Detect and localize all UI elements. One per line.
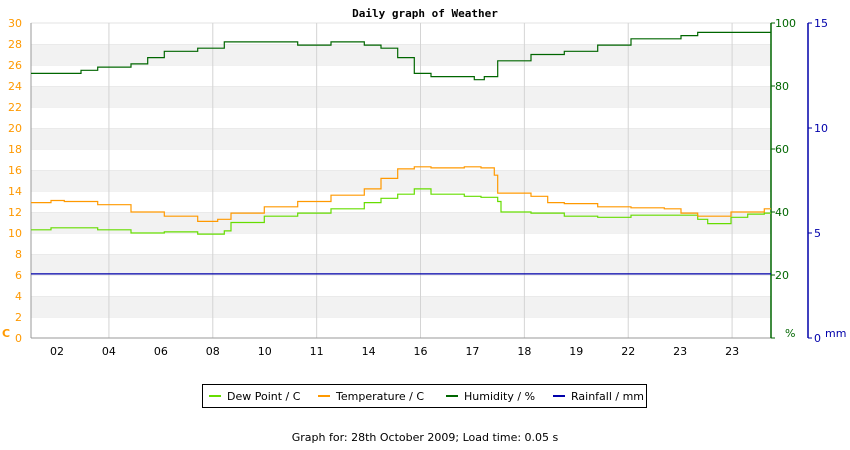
x-tick-label: 04 <box>102 345 116 358</box>
y-left-tick-label: 4 <box>15 290 22 303</box>
y-humidity-tick-label: 60 <box>775 143 789 156</box>
grid-band <box>31 233 771 254</box>
y-humidity-tick-label: 20 <box>775 269 789 282</box>
x-tick-label: 17 <box>465 345 479 358</box>
series-line-humidity <box>31 31 771 81</box>
tick-labels: 02 04 06 08 10 11 14 16 17 18 19 22 23 23024681012141… <box>2 17 846 358</box>
x-tick-label: 18 <box>517 345 531 358</box>
grid-band <box>31 254 771 275</box>
axes <box>30 22 812 339</box>
y-left-tick-label: 22 <box>8 101 22 114</box>
x-tick-label: 11 <box>310 345 324 358</box>
y-rainfall-tick-label: 10 <box>814 122 828 135</box>
y-rainfall-tick-label: 5 <box>814 227 821 240</box>
grid-band <box>31 44 771 65</box>
series-lines <box>31 31 771 275</box>
grid-band <box>31 275 771 296</box>
dew-point-swatch <box>209 395 221 397</box>
x-tick-label: 23 <box>725 345 739 358</box>
x-tick-label: 14 <box>362 345 376 358</box>
legend-label-humidity: Humidity / % <box>464 390 536 403</box>
y-rainfall-tick-label: 15 <box>814 17 828 30</box>
x-tick-label: 06 <box>154 345 168 358</box>
legend-item-temperature: Temperature / C <box>318 390 424 403</box>
grid-bands <box>31 22 771 338</box>
y-left-tick-label: 18 <box>8 143 22 156</box>
grid-band <box>31 317 771 338</box>
y-left-tick-label: 28 <box>8 38 22 51</box>
y-left-unit: C <box>2 327 10 340</box>
y-humidity-tick-label: 100 <box>775 17 796 30</box>
y-left-tick-label: 2 <box>15 311 22 324</box>
legend-item-humidity: Humidity / % <box>446 390 535 403</box>
chart-title: Daily graph of Weather <box>352 7 498 20</box>
humidity-swatch <box>446 395 458 397</box>
y-left-tick-label: 14 <box>8 185 22 198</box>
legend: Dew Point / C Temperature / C Humidity /… <box>202 384 647 408</box>
grid-band <box>31 65 771 86</box>
legend-label-temperature: Temperature / C <box>336 390 425 403</box>
y-left-tick-label: 10 <box>8 227 22 240</box>
legend-label-rainfall: Rainfall / mm <box>571 390 645 403</box>
y-left-tick-label: 0 <box>15 332 22 345</box>
vertical-gridlines <box>108 23 733 338</box>
x-tick-label: 16 <box>414 345 428 358</box>
graph-footer: Graph for: 28th October 2009; Load time:… <box>291 431 559 444</box>
y-left-tick-label: 16 <box>8 164 22 177</box>
y-left-tick-label: 8 <box>15 248 22 261</box>
legend-label-dew-point: Dew Point / C <box>227 390 301 403</box>
y-left-tick-label: 12 <box>8 206 22 219</box>
x-tick-label: 22 <box>621 345 635 358</box>
grid-band <box>31 170 771 191</box>
y-left-tick-label: 20 <box>8 122 22 135</box>
y-left-tick-label: 30 <box>8 17 22 30</box>
y-left-tick-label: 6 <box>15 269 22 282</box>
x-tick-label: 02 <box>50 345 64 358</box>
grid-band <box>31 107 771 128</box>
y-humidity-tick-label: 40 <box>775 206 789 219</box>
legend-item-rainfall: Rainfall / mm <box>553 390 644 403</box>
temperature-swatch <box>318 395 330 397</box>
grid-band <box>31 296 771 317</box>
y-humidity-unit: % <box>785 327 795 340</box>
x-tick-label: 23 <box>673 345 687 358</box>
x-tick-label: 08 <box>206 345 220 358</box>
y-rainfall-unit: mm <box>825 327 846 340</box>
grid-band <box>31 149 771 170</box>
grid-band <box>31 191 771 212</box>
x-tick-label: 19 <box>569 345 583 358</box>
y-left-tick-label: 24 <box>8 80 22 93</box>
grid-band <box>31 128 771 149</box>
legend-item-dew-point: Dew Point / C <box>209 390 300 403</box>
rainfall-swatch <box>553 395 565 397</box>
x-tick-label: 10 <box>258 345 272 358</box>
y-rainfall-tick-label: 0 <box>814 332 821 345</box>
grid-band <box>31 212 771 233</box>
grid-band <box>31 86 771 107</box>
grid-band <box>31 23 771 44</box>
series-line-temperature <box>31 166 771 222</box>
y-left-tick-label: 26 <box>8 59 22 72</box>
y-humidity-tick-label: 80 <box>775 80 789 93</box>
